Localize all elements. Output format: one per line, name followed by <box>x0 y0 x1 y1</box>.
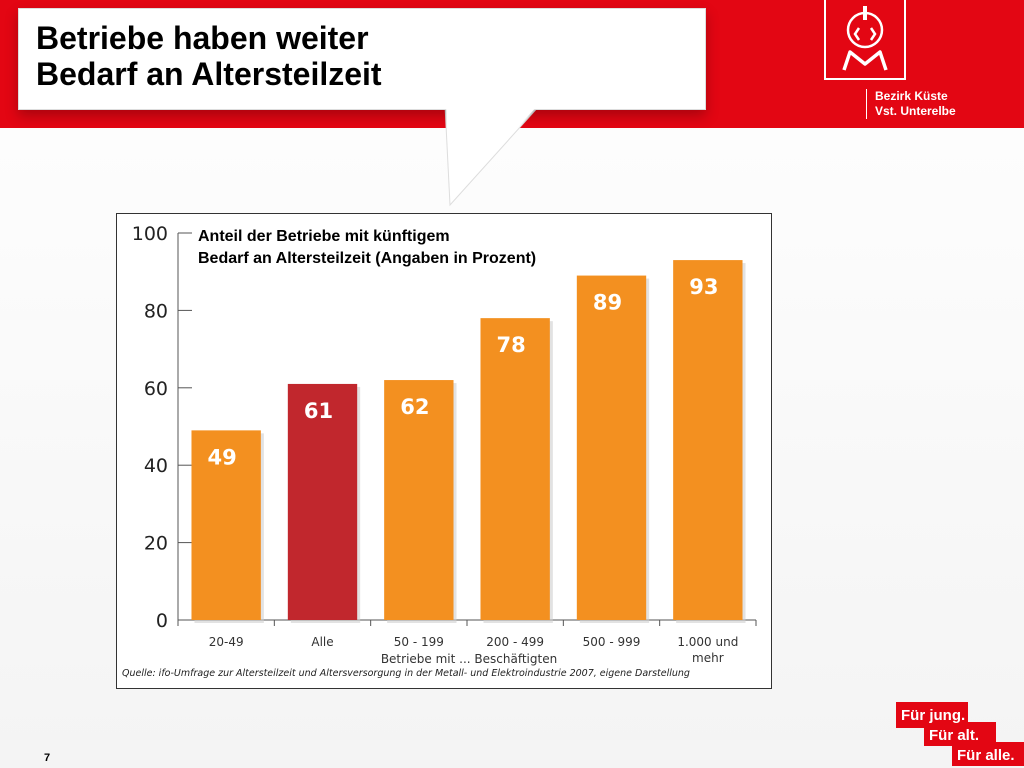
bar-value-label: 62 <box>400 395 429 419</box>
chart-title-line-1: Anteil der Betriebe mit künftigem <box>198 226 536 248</box>
igm-logo <box>824 0 906 80</box>
x-category-label: mehr <box>692 651 724 665</box>
x-category-label: 500 - 999 <box>583 635 641 649</box>
y-tick-label: 20 <box>144 533 168 555</box>
bar <box>577 276 646 620</box>
organization-line-2: Vst. Unterelbe <box>875 104 956 119</box>
x-category-label: 20-49 <box>209 635 244 649</box>
x-category-label: 200 - 499 <box>486 635 544 649</box>
source-note: Quelle: ifo-Umfrage zur Altersteilzeit u… <box>122 668 762 679</box>
bar-value-label: 89 <box>593 291 622 315</box>
bar-value-label: 61 <box>304 399 333 423</box>
slide-title-line-2: Bedarf an Altersteilzeit <box>36 56 382 92</box>
y-tick-label: 40 <box>144 455 168 477</box>
slide-title: Betriebe haben weiter Bedarf an Alterste… <box>36 20 382 92</box>
y-tick-label: 100 <box>132 223 168 245</box>
bar-value-label: 78 <box>497 333 526 357</box>
x-axis-title: Betriebe mit ... Beschäftigten <box>340 652 598 666</box>
bar <box>673 260 742 620</box>
y-tick-label: 0 <box>156 610 168 632</box>
y-tick-label: 60 <box>144 378 168 400</box>
bar-value-label: 93 <box>689 275 718 299</box>
slogan-line: Für alle. <box>957 747 1015 764</box>
bar-chart: 0 20 40 60 80 100 49 20-49 61 Alle 62 50 - 199 78 200… <box>116 213 772 689</box>
slogan-badge: Für jung. Für alt. Für alle. <box>896 702 1024 768</box>
bar-value-label: 49 <box>208 445 237 469</box>
chart-title-line-2: Bedarf an Altersteilzeit (Angaben in Pro… <box>198 248 536 270</box>
x-category-label: 50 - 199 <box>394 635 444 649</box>
slogan-line: Für jung. <box>901 707 965 724</box>
slogan-line: Für alt. <box>929 727 979 744</box>
slide-title-line-1: Betriebe haben weiter <box>36 20 369 56</box>
y-tick-label: 80 <box>144 300 168 322</box>
chart-title: Anteil der Betriebe mit künftigem Bedarf… <box>198 226 536 270</box>
x-category-label: 1.000 und <box>677 635 738 649</box>
organization-label: Bezirk Küste Vst. Unterelbe <box>866 89 956 119</box>
igm-logo-icon <box>826 0 904 78</box>
page-number: 7 <box>44 752 50 764</box>
x-category-label: Alle <box>311 635 333 649</box>
bar <box>480 318 549 620</box>
organization-line-1: Bezirk Küste <box>875 89 956 104</box>
